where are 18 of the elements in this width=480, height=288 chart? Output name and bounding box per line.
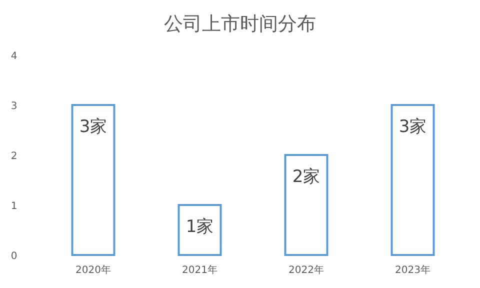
y-tick-label: 2 — [10, 151, 18, 162]
y-tick-label: 0 — [10, 251, 18, 262]
y-tick-label: 1 — [10, 201, 18, 212]
bar — [71, 104, 116, 256]
data-label: 3家 — [79, 117, 108, 137]
x-tick-label: 2023年 — [395, 264, 430, 276]
data-label: 2家 — [292, 167, 320, 187]
x-tick-label: 2022年 — [288, 264, 324, 276]
bar — [390, 104, 435, 256]
x-tick-label: 2020年 — [76, 264, 111, 276]
y-tick-label: 4 — [10, 51, 18, 62]
bar — [284, 154, 328, 256]
chart-title: 公司上市时间分布 — [164, 13, 316, 35]
data-label: 3家 — [398, 117, 427, 137]
data-label: 1家 — [186, 217, 214, 237]
bar — [178, 204, 222, 256]
x-tick-label: 2021年 — [182, 264, 218, 276]
y-tick-label: 3 — [10, 101, 18, 112]
